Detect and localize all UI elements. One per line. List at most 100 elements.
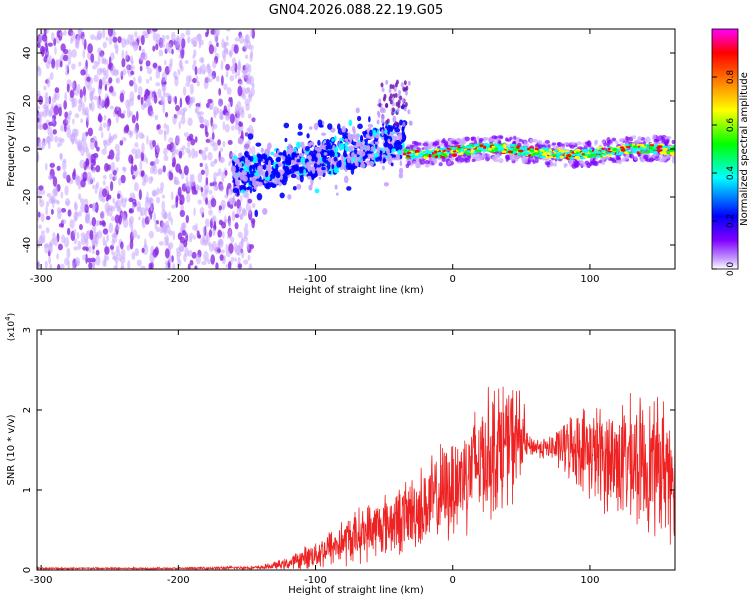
spectrogram-noise-blob bbox=[48, 241, 52, 252]
spectrogram-x-label: Height of straight line (km) bbox=[288, 285, 424, 296]
spectrogram-halo-blob bbox=[439, 142, 446, 147]
spectrogram-noise-blob bbox=[102, 180, 106, 186]
spectrogram-halo-blob bbox=[601, 160, 606, 166]
spectrogram-carrier-blob bbox=[532, 152, 539, 155]
spectrogram-noise-blob bbox=[96, 30, 103, 40]
spectrogram-carrier-blob bbox=[607, 147, 611, 151]
spectrogram-noise-blob bbox=[80, 69, 86, 76]
spectrogram-noise-blob bbox=[92, 87, 96, 94]
snr-multiplier: (x104) bbox=[4, 313, 17, 341]
snr-x-tick-label: 0 bbox=[450, 575, 456, 586]
spectrogram-noise-blob bbox=[236, 70, 241, 77]
spectrogram-noise-blob bbox=[95, 249, 100, 256]
spectrogram-noise-blob bbox=[206, 29, 210, 36]
spectrogram-noise-blob bbox=[123, 125, 129, 134]
spectrogram-noise-blob bbox=[128, 208, 133, 214]
spectrogram-transition-blob bbox=[341, 125, 346, 133]
spectrogram-noise-blob bbox=[237, 231, 243, 239]
spectrogram-noise-blob bbox=[102, 122, 107, 128]
spectrogram-feature-blob bbox=[384, 103, 388, 109]
spectrogram-noise-blob bbox=[198, 115, 204, 124]
spectrogram-noise-blob bbox=[67, 49, 73, 60]
spectrogram-noise-blob bbox=[145, 60, 151, 67]
spectrogram-noise-blob bbox=[251, 117, 256, 123]
spectrogram-halo-blob bbox=[665, 135, 672, 140]
spectrogram-halo-blob bbox=[521, 155, 525, 162]
spectrogram-transition-blob bbox=[376, 148, 381, 155]
spectrogram-noise-blob bbox=[66, 227, 71, 236]
spectrogram-feature-blob bbox=[376, 110, 380, 116]
spectrogram-noise-blob bbox=[130, 164, 134, 176]
spectrogram-noise-blob bbox=[108, 222, 114, 234]
spectrogram-halo-blob bbox=[470, 136, 477, 141]
spectrogram-noise-blob bbox=[64, 123, 67, 133]
spectrogram-carrier-blob bbox=[493, 143, 500, 147]
spectrogram-noise-blob bbox=[115, 69, 120, 76]
spectrogram-noise-blob bbox=[137, 75, 142, 84]
spectrogram-noise-blob bbox=[225, 63, 230, 71]
spectrogram-noise-blob bbox=[208, 229, 213, 238]
spectrogram-carrier-blob bbox=[649, 144, 655, 147]
spectrogram-carrier-blob bbox=[491, 145, 496, 149]
spectrogram-noise-blob bbox=[77, 240, 82, 251]
spectrogram-noise-blob bbox=[149, 76, 153, 81]
spectrogram-noise-blob bbox=[175, 114, 179, 119]
spectrogram-noise-blob bbox=[162, 165, 166, 173]
spectrogram-noise-blob bbox=[47, 42, 53, 47]
spectrogram-transition-blob bbox=[398, 167, 404, 175]
spectrogram-noise-blob bbox=[158, 49, 164, 57]
spectrogram-noise-blob bbox=[148, 176, 153, 185]
spectrogram-transition-blob bbox=[303, 168, 307, 176]
spectrogram-noise-blob bbox=[108, 85, 114, 93]
spectrogram-transition-blob bbox=[313, 122, 319, 131]
spectrogram-feature-blob bbox=[407, 109, 411, 115]
spectrogram-transition-blob bbox=[318, 176, 322, 180]
spec-x-tick-label: -200 bbox=[167, 274, 190, 285]
spectrogram-transition-blob bbox=[357, 123, 363, 130]
spectrogram-transition-blob bbox=[394, 153, 401, 161]
spectrogram-halo-blob bbox=[459, 157, 465, 163]
spectrogram-noise-blob bbox=[227, 261, 232, 269]
spectrogram-noise-blob bbox=[180, 65, 184, 72]
spectrogram-noise-blob bbox=[80, 236, 86, 246]
spectrogram-carrier-blob bbox=[428, 153, 432, 158]
spectrogram-carrier-blob bbox=[408, 153, 415, 157]
spectrogram-noise-blob bbox=[219, 183, 224, 192]
spectrogram-feature-blob bbox=[382, 108, 386, 114]
spectrogram-noise-blob bbox=[165, 34, 170, 40]
spectrogram-transition-blob bbox=[257, 181, 263, 187]
spectrogram-halo-blob bbox=[563, 141, 570, 146]
spectrogram-noise-blob bbox=[37, 151, 40, 163]
spectrogram-noise-blob bbox=[176, 251, 182, 257]
spectrogram-noise-blob bbox=[192, 36, 198, 48]
spectrogram-noise-blob bbox=[216, 172, 220, 177]
spectrogram-noise-blob bbox=[88, 245, 92, 253]
spectrogram-noise-blob bbox=[177, 46, 183, 51]
spectrogram-noise-blob bbox=[66, 247, 71, 259]
spectrogram-noise-blob bbox=[238, 34, 244, 45]
spectrogram-noise-blob bbox=[196, 34, 202, 40]
spectrogram-noise-blob bbox=[119, 92, 125, 103]
spectrogram-noise-blob bbox=[133, 76, 136, 85]
spectrogram-noise-blob bbox=[222, 140, 226, 148]
spectrogram-feature-blob bbox=[381, 114, 385, 120]
spectrogram-noise-blob bbox=[49, 263, 53, 269]
spectrogram-feature-blob bbox=[400, 82, 404, 88]
spectrogram-carrier-blob bbox=[521, 146, 527, 150]
spectrogram-noise-blob bbox=[245, 203, 249, 211]
spectrogram-halo-blob bbox=[652, 152, 656, 159]
spectrogram-noise-blob bbox=[136, 201, 142, 212]
spectrogram-carrier-blob bbox=[637, 147, 642, 151]
spectrogram-noise-blob bbox=[240, 238, 244, 249]
spectrogram-feature-blob bbox=[397, 103, 401, 109]
spectrogram-noise-blob bbox=[114, 201, 119, 209]
spectrogram-noise-blob bbox=[64, 257, 70, 266]
spectrogram-noise-blob bbox=[120, 174, 126, 184]
spectrogram-feature-blob bbox=[385, 79, 389, 85]
spectrogram-carrier-blob bbox=[446, 151, 451, 155]
spectrogram-transition-blob bbox=[287, 194, 292, 200]
spectrogram-noise-blob bbox=[164, 111, 169, 118]
spectrogram-noise-blob bbox=[51, 58, 56, 69]
spectrogram-noise-blob bbox=[71, 81, 76, 89]
spectrogram-noise-blob bbox=[204, 118, 207, 126]
